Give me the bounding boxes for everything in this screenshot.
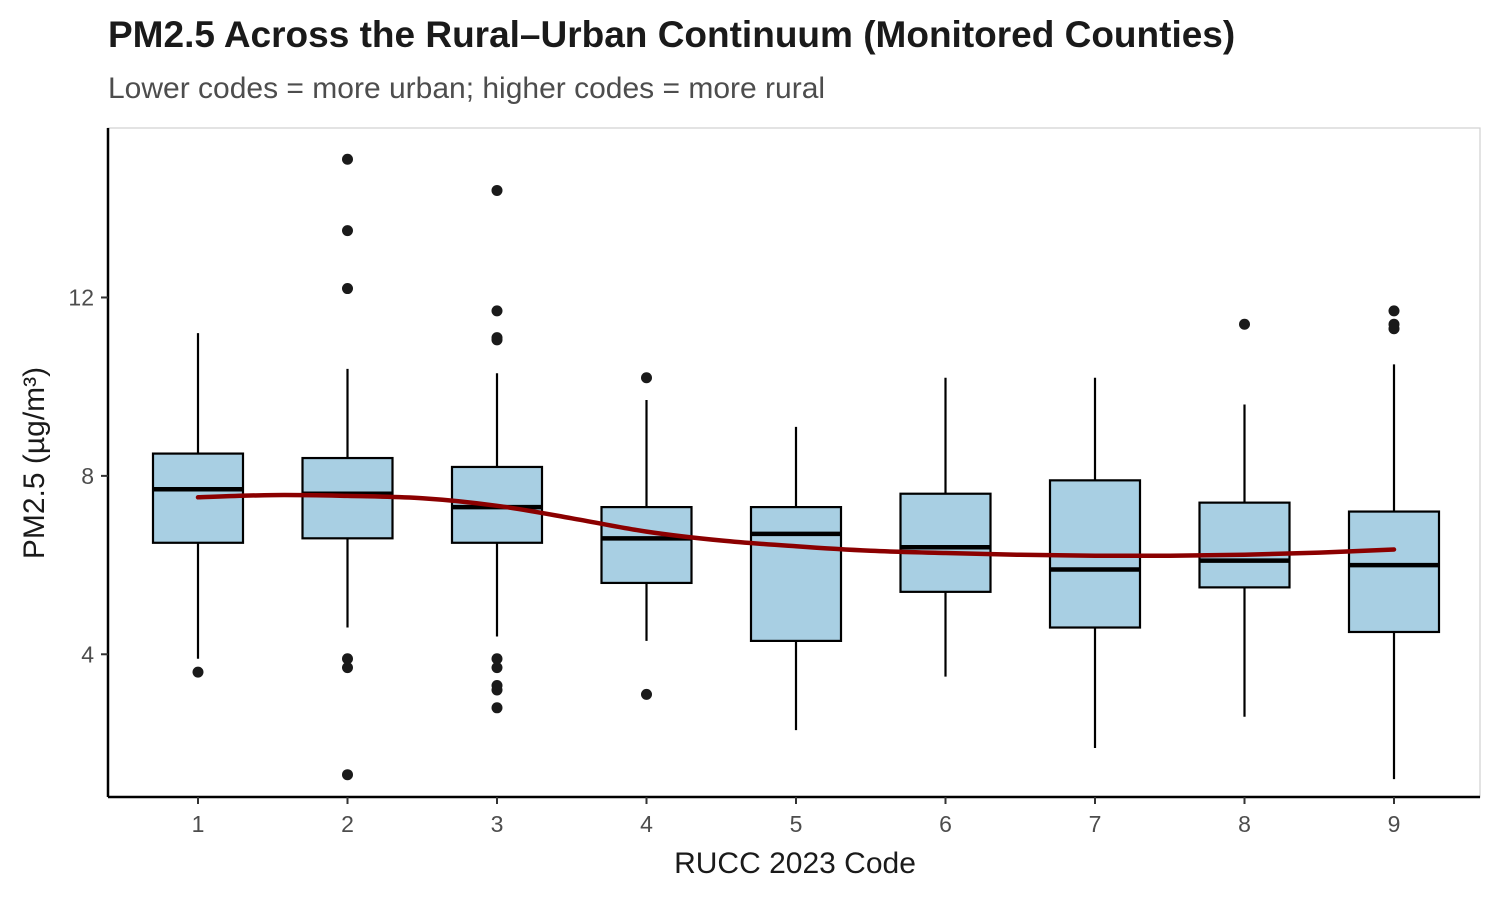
y-tick-label: 8 [81, 463, 94, 489]
box [749, 506, 843, 643]
y-axis-title: PM2.5 (µg/m³) [18, 367, 51, 559]
outlier-point [641, 688, 652, 700]
y-tick-label: 12 [68, 284, 94, 310]
x-tick-label: 7 [1089, 811, 1102, 837]
box-group-5 [749, 426, 843, 731]
x-tick-label: 2 [341, 811, 354, 837]
trend-line [195, 492, 1397, 559]
box-group-1 [151, 333, 245, 678]
x-tick-label: 4 [640, 811, 653, 837]
box-group-7 [1048, 377, 1142, 748]
x-ticks: 1 2 3 4 5 6 7 8 9 [192, 797, 1401, 837]
x-tick-label: 9 [1388, 811, 1401, 837]
outlier-point [491, 334, 503, 346]
x-tick-label: 8 [1238, 811, 1251, 837]
outlier-point [192, 666, 204, 678]
box [899, 492, 992, 593]
outlier-point [342, 769, 353, 781]
outlier-point [342, 283, 353, 295]
box-group-8 [1198, 318, 1291, 717]
y-ticks: 4 8 12 [68, 284, 108, 667]
outlier-point [1239, 318, 1250, 330]
trend-layer [195, 492, 1397, 559]
outlier-point [491, 662, 503, 674]
x-tick-label: 1 [192, 811, 205, 837]
x-tick-label: 3 [491, 811, 504, 837]
outlier-point [342, 153, 353, 165]
outlier-point [1388, 305, 1400, 317]
x-tick-label: 5 [790, 811, 803, 837]
box-group-9 [1347, 305, 1441, 780]
outlier-point [491, 653, 503, 665]
outlier-point [641, 372, 652, 384]
box-group-2 [301, 153, 394, 781]
box-group-3 [450, 184, 544, 714]
box-group-4 [600, 372, 693, 700]
box-group-6 [899, 377, 992, 677]
x-axis-title: RUCC 2023 Code [674, 847, 916, 880]
box [1347, 510, 1441, 634]
outlier-point [491, 702, 503, 714]
y-tick-label: 4 [81, 641, 94, 667]
outlier-point [491, 305, 503, 317]
box [600, 506, 693, 585]
x-tick-label: 6 [939, 811, 952, 837]
outlier-point [491, 684, 503, 696]
outlier-point [342, 225, 353, 237]
boxes-layer [151, 153, 1441, 781]
outlier-point [1388, 323, 1400, 335]
outlier-point [342, 653, 353, 665]
chart-title: PM2.5 Across the Rural–Urban Continuum (… [108, 14, 1236, 55]
box [1198, 501, 1291, 589]
chart-subtitle: Lower codes = more urban; higher codes =… [108, 72, 826, 105]
outlier-point [342, 662, 353, 674]
outlier-point [491, 184, 503, 196]
